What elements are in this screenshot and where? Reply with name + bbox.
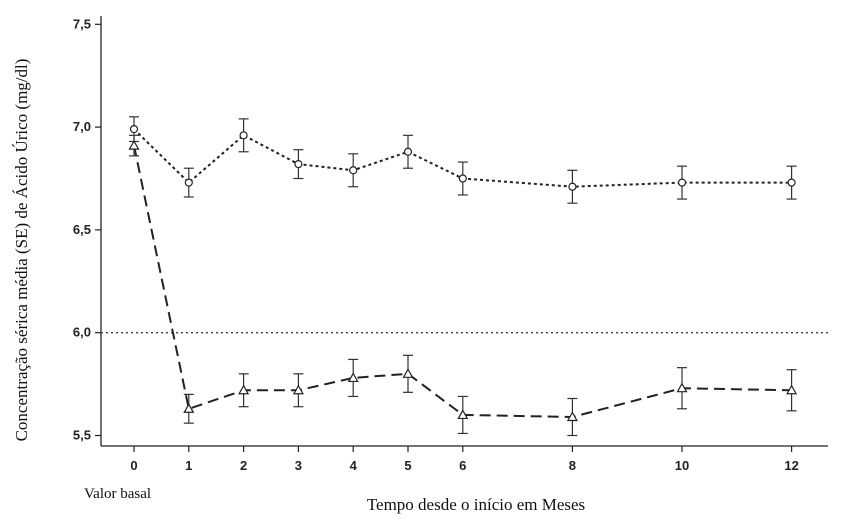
series-line [133, 128, 792, 188]
data-point [568, 182, 577, 191]
data-point [566, 411, 578, 422]
data-point [677, 178, 687, 187]
x-tick-label: 0 [130, 458, 137, 473]
x-tick-label: 10 [675, 458, 689, 473]
x-tick-label: 8 [569, 458, 576, 473]
x-axis-title: Tempo desde o início em Meses [367, 495, 585, 514]
x-tick-label: 12 [784, 458, 798, 473]
y-tick-label: 6,0 [73, 325, 91, 340]
data-point [294, 160, 303, 169]
data-point [347, 372, 359, 383]
x-tick-label: 2 [240, 458, 247, 473]
data-point [238, 384, 250, 395]
series-line [133, 145, 792, 419]
data-point [402, 368, 414, 378]
y-tick-label: 7,5 [73, 16, 91, 31]
data-point [786, 384, 798, 395]
data-point [787, 178, 796, 187]
data-point [676, 382, 688, 393]
x-tick-label: 1 [185, 458, 192, 473]
data-point [457, 409, 469, 420]
data-point [129, 125, 139, 134]
data-point [458, 174, 467, 183]
series-2 [128, 134, 798, 437]
axes [95, 16, 828, 452]
y-tick-label: 7,0 [73, 119, 91, 134]
series-1 [129, 116, 797, 204]
data-point [184, 178, 193, 187]
tick-labels-group: 5,56,06,57,07,50 1 2 3 4 5 6 8 10 12 [73, 16, 799, 473]
x-tick-label: 4 [350, 458, 358, 473]
data-point [183, 403, 195, 413]
data-point [349, 166, 358, 175]
data-point [128, 139, 140, 150]
x-tick-label: 6 [459, 458, 466, 473]
y-axis-title: Concentração sérica média (SE) de Ácido … [12, 59, 31, 442]
baseline-note: Valor basal [84, 486, 151, 502]
x-tick-label: 3 [295, 458, 302, 473]
x-tick-label: 5 [404, 458, 411, 473]
data-point [403, 147, 413, 156]
series-group [128, 116, 798, 437]
data-point [239, 131, 248, 140]
y-tick-label: 6,5 [73, 222, 91, 237]
y-tick-label: 5,5 [73, 428, 91, 443]
data-point [292, 384, 304, 395]
